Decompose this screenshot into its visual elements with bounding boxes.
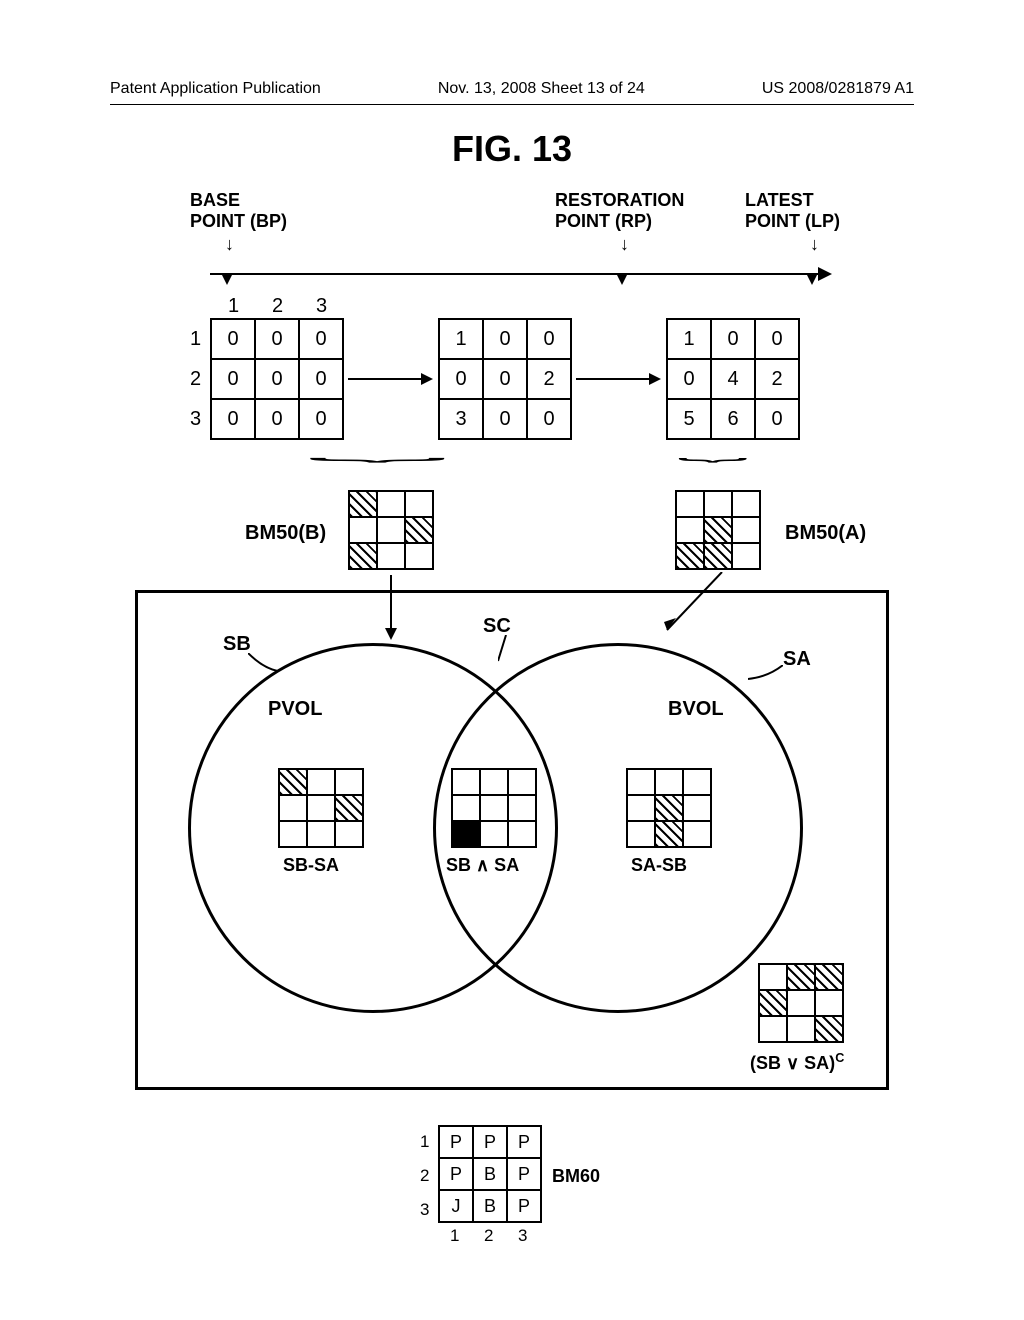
timeline-axis xyxy=(210,273,820,275)
grid-bp: 000 000 000 xyxy=(210,318,344,440)
grid-sa-minus-sb xyxy=(626,768,712,848)
header-center: Nov. 13, 2008 Sheet 13 of 24 xyxy=(438,80,645,98)
label-base-point: BASEPOINT (BP) xyxy=(190,190,287,231)
col-2: 2 xyxy=(272,295,283,318)
grid-sb-minus-sa xyxy=(278,768,364,848)
header-right: US 2008/0281879 A1 xyxy=(762,80,914,98)
sb-and-sa-label: SB ∧ SA xyxy=(446,855,519,876)
grid-sb-and-sa xyxy=(451,768,537,848)
sb-label: SB xyxy=(223,633,251,656)
leader-sc xyxy=(498,635,528,665)
grid-rp: 100 002 300 xyxy=(438,318,572,440)
arrow-down-bp: ↓ xyxy=(225,234,234,255)
page-header: Patent Application Publication Nov. 13, … xyxy=(0,80,1024,98)
arrow-down-rp: ↓ xyxy=(620,234,629,255)
bm50b-bitmap xyxy=(348,490,434,570)
bm50b-label: BM50(B) xyxy=(245,522,326,545)
grid-lp: 100 042 560 xyxy=(666,318,800,440)
tick-bp xyxy=(221,273,233,285)
bm60-row-3: 3 xyxy=(420,1200,429,1220)
tick-rp xyxy=(616,273,628,285)
leader-sb xyxy=(248,653,278,673)
sa-label: SA xyxy=(783,648,811,671)
col-3: 3 xyxy=(316,295,327,318)
venn-container: SB SC SA PVOL BVOL SB-SA SB ∧ SA SA-SB xyxy=(135,590,889,1090)
sb-minus-sa-label: SB-SA xyxy=(283,855,339,876)
complement-label: (SB ∨ SA)C xyxy=(750,1051,844,1074)
leader-sa xyxy=(748,665,783,685)
arrow-down-lp: ↓ xyxy=(810,234,819,255)
bm50a-bitmap xyxy=(675,490,761,570)
header-rule xyxy=(110,104,914,105)
brace-bm50a: ⏟ xyxy=(678,438,748,462)
label-latest-point: LATESTPOINT (LP) xyxy=(745,190,840,231)
bm60-col-3: 3 xyxy=(518,1226,527,1246)
bm60-label: BM60 xyxy=(552,1166,600,1187)
row-1: 1 xyxy=(190,328,201,351)
pvol-label: PVOL xyxy=(268,698,322,721)
col-1: 1 xyxy=(228,295,239,318)
row-2: 2 xyxy=(190,368,201,391)
bm60-col-2: 2 xyxy=(484,1226,493,1246)
grid-bm60: PPP PBP JBP xyxy=(438,1125,542,1223)
row-3: 3 xyxy=(190,408,201,431)
arrow-bp-rp xyxy=(348,378,423,380)
bm60-row-2: 2 xyxy=(420,1166,429,1186)
header-left: Patent Application Publication xyxy=(110,80,321,98)
label-restoration-point: RESTORATIONPOINT (RP) xyxy=(555,190,684,231)
figure-title: FIG. 13 xyxy=(0,128,1024,170)
bm50a-label: BM50(A) xyxy=(785,522,866,545)
bvol-label: BVOL xyxy=(668,698,724,721)
arrow-rp-lp xyxy=(576,378,651,380)
sa-minus-sb-label: SA-SB xyxy=(631,855,687,876)
tick-lp xyxy=(806,273,818,285)
bm60-row-1: 1 xyxy=(420,1132,429,1152)
brace-bm50b: ⏟ xyxy=(308,438,447,462)
bm60-col-1: 1 xyxy=(450,1226,459,1246)
grid-complement xyxy=(758,963,844,1043)
